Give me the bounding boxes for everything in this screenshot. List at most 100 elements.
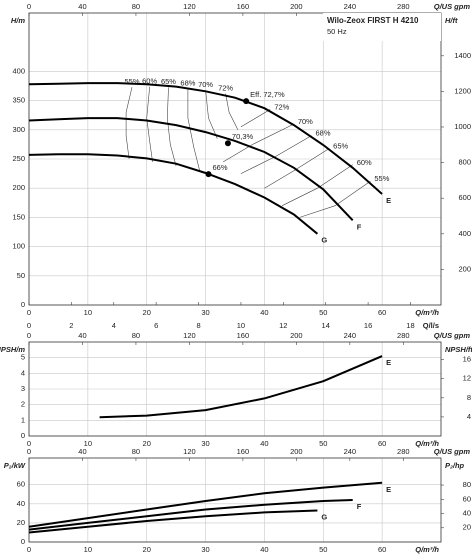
efficiency-label: 65% — [333, 141, 348, 150]
x2-tick-label: 40 — [78, 331, 86, 340]
x-tick-label: 30 — [201, 439, 209, 448]
x-tick-label: 50 — [319, 439, 327, 448]
y-tick-label: 1 — [21, 415, 25, 424]
x2-axis-label: Q/US gpm — [434, 447, 471, 456]
x2-tick-label: 40 — [78, 447, 86, 456]
y-tick-label: 20 — [17, 518, 25, 527]
efficiency-line — [281, 164, 353, 206]
y2-tick-label: 4 — [467, 412, 471, 421]
efficiency-point — [243, 98, 250, 105]
efficiency-label: 55% — [374, 174, 389, 183]
curve-label: E — [386, 196, 391, 205]
x-tick-label: 50 — [319, 545, 327, 554]
curve-label: G — [321, 236, 327, 245]
x-tick-label: 10 — [84, 308, 92, 317]
y2-tick-label: 600 — [458, 193, 471, 202]
y-axis-label: P₂/kW — [4, 461, 26, 470]
x-tick-label: 50 — [319, 308, 327, 317]
x2-tick-label: 280 — [397, 331, 410, 340]
y-tick-label: 350 — [12, 96, 25, 105]
x-tick-label: 40 — [260, 545, 268, 554]
y2-tick-label: 1400 — [454, 51, 471, 60]
x-axis-label: Q/m³/h — [415, 308, 439, 317]
x3-tick-label: 6 — [154, 321, 158, 330]
x-tick-label: 20 — [143, 308, 151, 317]
y2-tick-label: 400 — [458, 229, 471, 238]
y-tick-label: 4 — [21, 368, 25, 377]
x-tick-label: 20 — [143, 439, 151, 448]
x2-tick-label: 0 — [27, 447, 31, 456]
x2-tick-label: 200 — [290, 2, 303, 11]
efficiency-line — [125, 87, 133, 160]
x2-tick-label: 240 — [344, 2, 357, 11]
y-tick-label: 60 — [17, 480, 25, 489]
x3-tick-label: 4 — [112, 321, 116, 330]
curve — [28, 499, 353, 531]
x-tick-label: 40 — [260, 439, 268, 448]
x-tick-label: 30 — [201, 545, 209, 554]
efficiency-line — [264, 148, 330, 189]
y-tick-label: 0 — [21, 300, 25, 309]
y-tick-label: 100 — [12, 242, 25, 251]
efficiency-label: 65% — [161, 77, 176, 86]
chart-subtitle: 50 Hz — [327, 27, 347, 36]
x-tick-label: 60 — [378, 545, 386, 554]
x2-tick-label: 240 — [344, 331, 357, 340]
x2-tick-label: 120 — [183, 2, 196, 11]
x2-tick-label: 200 — [290, 331, 303, 340]
y-tick-label: 40 — [17, 499, 25, 508]
y-axis-label: H/m — [11, 16, 26, 25]
x3-tick-label: 8 — [196, 321, 200, 330]
y2-axis-label: P₂/hp — [445, 461, 465, 470]
x3-tick-label: 12 — [279, 321, 287, 330]
point-label: Eff. 72,7% — [250, 90, 285, 99]
x2-tick-label: 280 — [397, 447, 410, 456]
x2-tick-label: 0 — [27, 2, 31, 11]
efficiency-label: 72% — [218, 84, 233, 93]
curve-label: F — [357, 502, 362, 511]
x-tick-label: 20 — [143, 545, 151, 554]
chart-title: Wilo-Zeox FIRST H 4210 — [327, 16, 419, 25]
x3-tick-label: 14 — [322, 321, 330, 330]
y2-tick-label: 40 — [463, 509, 471, 518]
efficiency-line — [299, 180, 371, 218]
curve-label: E — [386, 485, 391, 494]
y2-tick-label: 1000 — [454, 122, 471, 131]
efficiency-label: 60% — [142, 77, 157, 86]
efficiency-label: 70% — [298, 117, 313, 126]
curve — [28, 481, 383, 528]
y-tick-label: 3 — [21, 384, 25, 393]
y2-tick-label: 60 — [463, 494, 471, 503]
x2-tick-label: 240 — [344, 447, 357, 456]
curve-label: G — [321, 512, 327, 521]
y2-axis-label: H/ft — [445, 16, 458, 25]
y2-tick-label: 80 — [463, 480, 471, 489]
curve — [99, 355, 383, 419]
efficiency-label: 68% — [316, 129, 331, 138]
y-tick-label: 2 — [21, 400, 25, 409]
y-tick-label: 300 — [12, 125, 25, 134]
x2-tick-label: 120 — [183, 447, 196, 456]
efficiency-line — [187, 88, 200, 171]
curve-label: E — [386, 358, 391, 367]
y2-tick-label: 1200 — [454, 86, 471, 95]
efficiency-label: 70% — [198, 80, 213, 89]
y-tick-label: 0 — [21, 537, 25, 546]
plot-frame — [28, 457, 442, 543]
x-axis-label: Q/m³/h — [415, 439, 439, 448]
x2-axis-label: Q/US gpm — [434, 2, 471, 11]
x2-tick-label: 160 — [237, 447, 250, 456]
efficiency-line — [166, 87, 177, 167]
y-tick-label: 150 — [12, 212, 25, 221]
x3-tick-label: 0 — [27, 321, 31, 330]
x-tick-label: 60 — [378, 308, 386, 317]
y2-tick-label: 8 — [467, 393, 471, 402]
x-tick-label: 40 — [260, 308, 268, 317]
x-tick-label: 10 — [84, 545, 92, 554]
x3-tick-label: 16 — [364, 321, 372, 330]
y2-tick-label: 20 — [463, 523, 471, 532]
y-tick-label: 50 — [17, 271, 25, 280]
title-box — [323, 13, 441, 41]
x2-tick-label: 80 — [132, 331, 140, 340]
